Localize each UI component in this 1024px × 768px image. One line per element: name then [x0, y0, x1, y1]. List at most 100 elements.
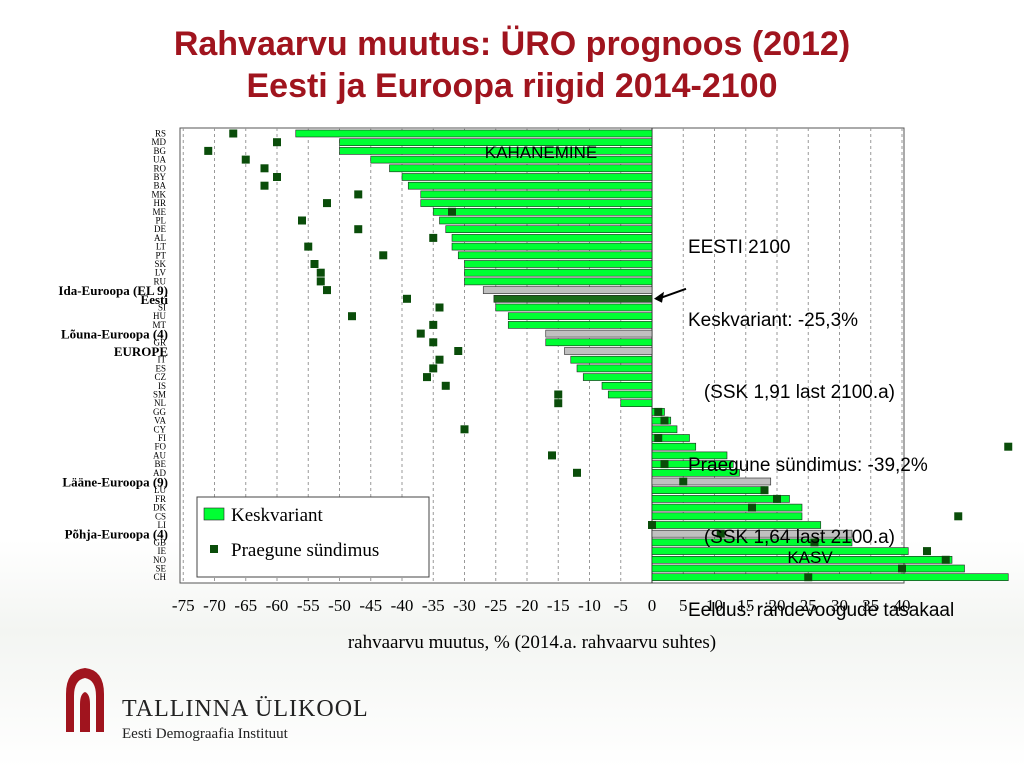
y-category-label: AU [153, 450, 166, 460]
legend-box [196, 496, 430, 578]
bar [651, 529, 853, 538]
y-category-label: AD [153, 468, 166, 478]
marker-point [548, 451, 556, 460]
x-tick-label: 0 [648, 596, 657, 615]
y-category-label: BA [153, 181, 166, 191]
bar [651, 451, 728, 460]
x-tick-label: -40 [391, 596, 414, 615]
marker-point [435, 355, 444, 364]
bar [651, 538, 853, 547]
bar [582, 373, 653, 381]
marker-point [429, 364, 438, 373]
annotation-line: (SSK 1,64 last 2100.a) [688, 527, 896, 548]
bar [495, 303, 653, 312]
annotation-line: Eeldus: rändevoogude tasakaal [688, 599, 955, 621]
y-category-label: BE [154, 459, 166, 469]
marker-point [435, 303, 444, 312]
y-category-label: VA [154, 416, 166, 426]
marker-point [354, 225, 363, 234]
legend-label: Praegune sündimus [231, 540, 379, 561]
university-logo-icon [66, 668, 104, 732]
y-category-label: GR [153, 337, 166, 347]
bar [464, 277, 653, 286]
y-category-label: GG [153, 407, 166, 417]
marker-point [554, 390, 563, 399]
marker-point [748, 503, 756, 512]
y-category-label: CS [155, 511, 166, 521]
bar [601, 381, 653, 390]
y-category-label: CY [153, 424, 166, 434]
marker-point [429, 320, 438, 329]
y-category-label: NL [154, 398, 166, 408]
marker-point [660, 416, 669, 425]
slide-title-line-2: Eesti ja Euroopa riigid 2014-2100 [246, 67, 778, 105]
annotation-line: EESTI 2100 [688, 237, 791, 258]
marker-point [573, 468, 581, 477]
marker-point [654, 407, 663, 416]
x-tick-label: -65 [234, 596, 257, 615]
bar [651, 503, 803, 512]
x-tick-label: -30 [453, 596, 476, 615]
marker-point [804, 573, 813, 582]
y-category-label: FO [154, 442, 166, 452]
marker-point [348, 312, 356, 321]
marker-point [423, 373, 431, 382]
annotation-line: Keskvariant: -25,3% [688, 309, 859, 331]
bar [439, 216, 653, 225]
marker-point [310, 260, 319, 268]
y-category-label: EUROPE [114, 344, 168, 359]
marker-point [416, 329, 425, 338]
marker-point [316, 268, 325, 277]
marker-point [654, 434, 663, 442]
x-tick-label: -10 [578, 596, 601, 615]
bar [651, 434, 690, 442]
marker-point [1004, 442, 1013, 451]
marker-point [773, 494, 781, 503]
marker-point [760, 486, 769, 495]
y-category-label: GB [153, 537, 166, 547]
bar [651, 460, 734, 468]
y-category-label: BG [153, 146, 166, 156]
y-category-label: DE [154, 224, 166, 234]
x-tick-label: -70 [203, 596, 226, 615]
bar [651, 564, 965, 573]
y-category-label: SM [153, 390, 166, 400]
bar [651, 477, 772, 486]
bar [651, 512, 803, 521]
x-tick-label: -45 [359, 596, 382, 615]
y-category-label: SK [154, 259, 166, 269]
slide-title-line-1: Rahvaarvu muutus: ÜRO prognoos (2012) [173, 25, 851, 63]
bar [620, 399, 653, 408]
x-tick-label: 20 [769, 596, 786, 615]
y-category-label: DK [153, 503, 166, 513]
y-category-label: UA [153, 155, 166, 165]
x-tick-label: -55 [297, 596, 320, 615]
marker-point [460, 425, 469, 434]
bar [651, 547, 909, 555]
y-category-label: Ida-Euroopa (EL 9) [58, 283, 168, 298]
bar [651, 425, 678, 434]
population-change-chart: RSMDBGUAROBYBAMKHRMEPLDEALLTPTSKLVRUIda-… [58, 127, 1013, 615]
bar [545, 329, 653, 338]
marker-point [454, 347, 463, 355]
y-category-label: FI [158, 433, 166, 443]
bar [451, 234, 653, 242]
marker-point [323, 199, 331, 208]
bar [464, 260, 653, 268]
y-category-label: Lõuna-Euroopa (4) [61, 327, 168, 342]
estonia-annotation: EESTI 2100 Keskvariant: -25,3% (SSK 1,91… [688, 188, 954, 647]
x-tick-label: 30 [831, 596, 848, 615]
marker-point [954, 512, 963, 521]
bar [339, 147, 653, 155]
y-category-label: IS [158, 381, 166, 391]
y-category-label: Lääne-Euroopa (9) [62, 475, 168, 490]
marker-point [448, 207, 456, 216]
bar [507, 312, 653, 321]
annotation-line: (SSK 1,91 last 2100.a) [688, 382, 896, 403]
y-category-label: MT [153, 320, 167, 330]
bar [545, 338, 653, 347]
y-category-label: BY [153, 172, 166, 182]
bar [482, 286, 653, 294]
bar [401, 173, 653, 181]
x-tick-label: 15 [737, 596, 754, 615]
